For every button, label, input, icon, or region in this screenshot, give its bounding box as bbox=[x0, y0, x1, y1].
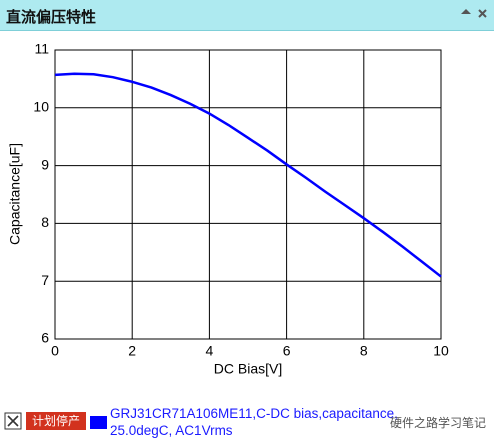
checkbox[interactable] bbox=[4, 412, 24, 432]
plot-area bbox=[54, 49, 442, 340]
header-icons bbox=[461, 9, 487, 18]
data-line bbox=[54, 72, 442, 278]
chart: DC Bias[V] Capacitance[uF] 6 7 8 9 10 11 0 2 4 6 8… bbox=[7, 41, 449, 377]
watermark: 硬件之路学习笔记 bbox=[389, 416, 486, 430]
y-axis-label: Capacitance[uF] bbox=[7, 143, 23, 245]
legend-entry: GRJ31CR71A106ME11,C-DC bias,capacitance,… bbox=[110, 406, 398, 438]
collapse-icon[interactable] bbox=[461, 9, 471, 14]
x-tick-label: 0 bbox=[51, 343, 59, 359]
y-tick-label: 10 bbox=[33, 99, 49, 115]
header-bar: 直流偏压特性 bbox=[0, 0, 494, 31]
status-badge: 计划停产 bbox=[26, 412, 86, 430]
x-axis-label: DC Bias[V] bbox=[214, 361, 282, 377]
x-tick-label: 4 bbox=[206, 343, 214, 359]
legend-swatch bbox=[90, 416, 107, 429]
y-tick-label: 11 bbox=[34, 41, 49, 57]
x-tick-label: 8 bbox=[360, 343, 368, 359]
header-title: 直流偏压特性 bbox=[6, 8, 97, 26]
y-tick-label: 8 bbox=[41, 214, 49, 230]
y-tick-label: 9 bbox=[41, 156, 49, 172]
y-tick-label: 7 bbox=[41, 272, 49, 288]
x-tick-label: 6 bbox=[283, 343, 291, 359]
close-icon[interactable] bbox=[478, 9, 487, 18]
x-tick-label: 10 bbox=[433, 343, 449, 359]
x-tick-label: 2 bbox=[128, 343, 136, 359]
y-tick-label: 6 bbox=[41, 330, 49, 346]
